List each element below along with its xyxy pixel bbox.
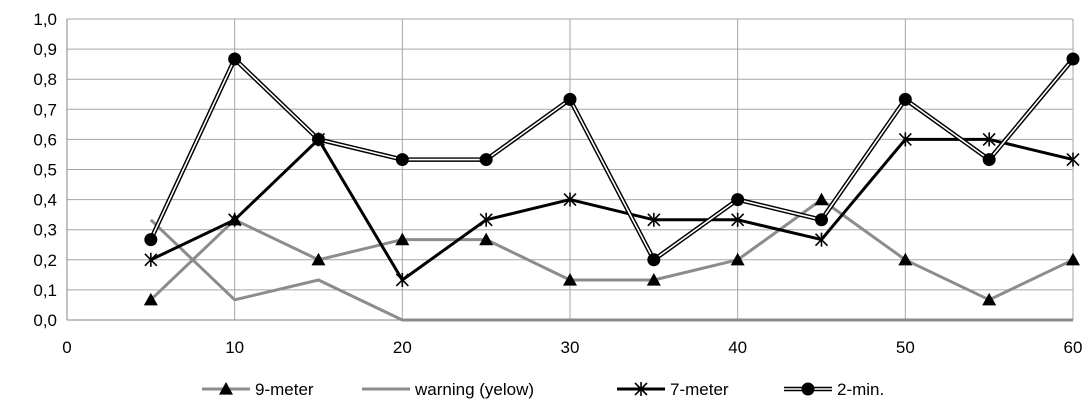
legend-label: 9-meter	[255, 380, 314, 399]
data-point	[814, 232, 829, 247]
legend-marker	[634, 382, 648, 396]
legend: 9-meter warning (yelow) 7-meter 2-min.	[202, 380, 884, 399]
x-axis-tick-labels: 0 10 20 30 40 50 60	[62, 338, 1082, 357]
legend-label: warning (yelow)	[414, 380, 534, 399]
series-line	[149, 198, 1074, 302]
legend-marker	[219, 382, 233, 395]
series-1	[149, 218, 1073, 322]
data-point	[563, 192, 577, 207]
series-layer	[143, 52, 1080, 322]
data-point	[312, 132, 325, 146]
x-tick-label: 40	[728, 338, 747, 357]
data-point	[479, 212, 493, 227]
data-point	[730, 252, 745, 266]
data-point	[731, 212, 745, 227]
data-point	[1066, 152, 1080, 167]
x-tick-label: 0	[62, 338, 71, 357]
data-point	[1066, 52, 1080, 66]
data-point	[898, 92, 912, 106]
y-tick-label: 0,7	[33, 100, 57, 119]
data-point	[814, 192, 829, 206]
x-tick-label: 20	[393, 338, 412, 357]
legend-item-2: 7-meter	[617, 380, 729, 399]
data-point	[395, 153, 409, 167]
legend-label: 7-meter	[670, 380, 729, 399]
data-point	[479, 153, 493, 167]
legend-item-3: 2-min.	[784, 380, 884, 399]
x-tick-label: 50	[896, 338, 915, 357]
y-tick-label: 0,8	[33, 70, 57, 89]
x-tick-label: 60	[1064, 338, 1083, 357]
data-point	[563, 272, 577, 286]
data-point	[143, 292, 158, 306]
series-line	[149, 218, 1073, 322]
y-tick-label: 0,3	[33, 221, 57, 240]
y-tick-label: 0,9	[33, 40, 57, 59]
data-point	[982, 132, 996, 147]
y-tick-label: 0,6	[33, 130, 57, 149]
data-point	[646, 272, 661, 286]
series-line	[150, 137, 1074, 282]
y-tick-label: 0,2	[33, 251, 57, 270]
data-point	[1066, 252, 1080, 266]
legend-item-0: 9-meter	[202, 380, 314, 399]
series-line-inner	[150, 58, 1074, 261]
data-point	[731, 193, 745, 207]
legend-marker	[801, 382, 815, 396]
series-3	[144, 52, 1080, 267]
legend-label: 2-min.	[837, 380, 884, 399]
y-tick-label: 0,5	[33, 161, 57, 180]
series-0	[143, 192, 1080, 306]
data-point	[898, 132, 912, 147]
data-point	[395, 272, 409, 287]
data-point	[395, 232, 410, 246]
data-point	[228, 52, 242, 66]
grid-lines	[67, 18, 1074, 320]
x-tick-label: 10	[225, 338, 244, 357]
data-point	[479, 232, 494, 246]
data-point	[647, 212, 661, 227]
y-tick-label: 1,0	[33, 10, 57, 29]
data-point	[898, 252, 913, 266]
data-point	[144, 252, 158, 267]
y-tick-label: 0,1	[33, 281, 57, 300]
y-tick-label: 0,4	[33, 191, 57, 210]
y-tick-label: 0,0	[33, 311, 57, 330]
data-point	[815, 213, 828, 227]
y-axis-tick-labels: 0,0 0,1 0,2 0,3 0,4 0,5 0,6 0,7 0,8 0,9 1,0	[33, 10, 57, 330]
data-point	[144, 233, 158, 247]
data-point	[982, 153, 996, 167]
series-2	[144, 132, 1080, 287]
legend-item-1: warning (yelow)	[362, 380, 534, 399]
data-point	[563, 92, 577, 106]
data-point	[228, 212, 242, 227]
x-tick-label: 30	[561, 338, 580, 357]
data-point	[647, 253, 661, 267]
data-point	[311, 252, 326, 266]
data-point	[982, 292, 997, 306]
